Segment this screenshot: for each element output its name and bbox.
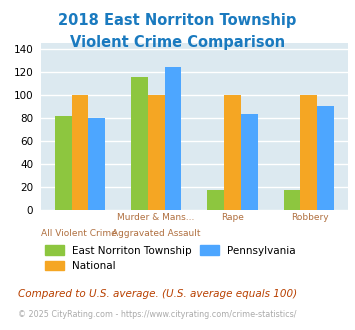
- Bar: [55, 116, 72, 210]
- Text: 2018 East Norriton Township: 2018 East Norriton Township: [58, 13, 297, 28]
- Bar: [224, 95, 241, 210]
- Bar: [148, 95, 165, 210]
- Bar: [207, 190, 224, 210]
- Bar: [131, 77, 148, 210]
- Text: Aggravated Assault: Aggravated Assault: [112, 229, 200, 238]
- Text: © 2025 CityRating.com - https://www.cityrating.com/crime-statistics/: © 2025 CityRating.com - https://www.city…: [18, 310, 296, 318]
- Text: Compared to U.S. average. (U.S. average equals 100): Compared to U.S. average. (U.S. average …: [18, 289, 297, 299]
- Text: Robbery: Robbery: [291, 213, 328, 222]
- Text: Rape: Rape: [221, 213, 244, 222]
- Bar: [300, 95, 317, 210]
- Bar: [317, 106, 334, 210]
- Text: Violent Crime Comparison: Violent Crime Comparison: [70, 35, 285, 50]
- Bar: [284, 190, 300, 210]
- Text: Murder & Mans...: Murder & Mans...: [117, 213, 195, 222]
- Bar: [165, 67, 181, 210]
- Bar: [72, 95, 88, 210]
- Bar: [88, 117, 105, 210]
- Legend: East Norriton Township, National, Pennsylvania: East Norriton Township, National, Pennsy…: [41, 241, 300, 275]
- Bar: [241, 114, 258, 210]
- Text: All Violent Crime: All Violent Crime: [41, 229, 117, 238]
